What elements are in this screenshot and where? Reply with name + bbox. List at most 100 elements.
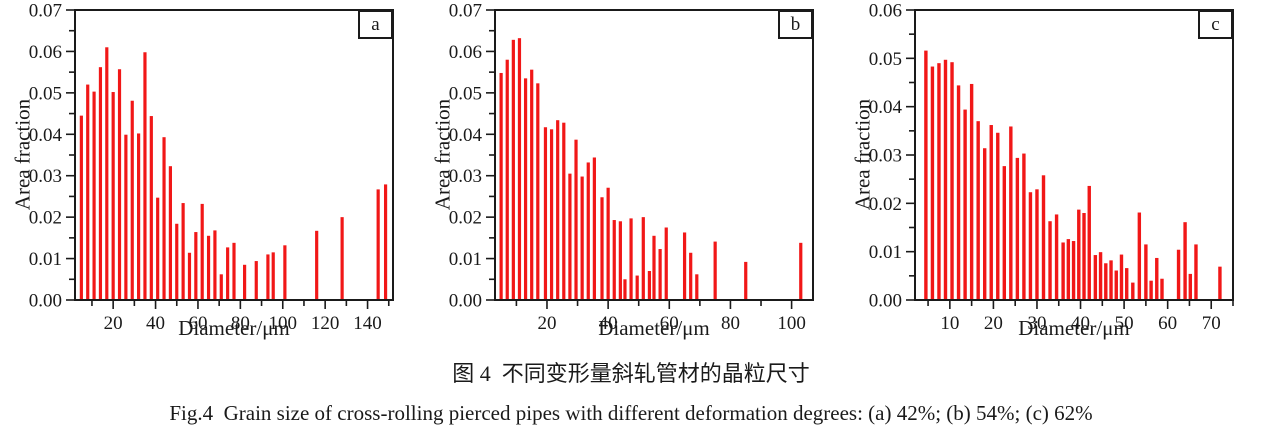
bar xyxy=(549,129,554,300)
bar xyxy=(629,218,633,300)
svg-text:0.07: 0.07 xyxy=(449,1,482,22)
bar xyxy=(1087,185,1091,300)
bar-chart-b: 0.00 0.01 0.02 0.03 0.04 0.05 0.06 0.07 20 40 60 80… xyxy=(449,1,814,334)
chart-panel-c: 0.00 0.01 0.02 0.03 0.04 0.05 0.06 10 20 30 40 50 60… xyxy=(840,0,1262,348)
bar xyxy=(1009,126,1013,300)
bar xyxy=(1104,263,1108,300)
bar xyxy=(969,83,974,300)
bar xyxy=(1048,221,1052,300)
bar xyxy=(689,252,693,300)
bar xyxy=(1218,266,1222,300)
bar xyxy=(105,47,109,300)
plot-border xyxy=(494,9,814,301)
bar xyxy=(1022,153,1026,300)
bar xyxy=(181,203,185,300)
bar xyxy=(86,84,90,300)
bar xyxy=(111,92,115,300)
svg-text:140: 140 xyxy=(353,313,382,334)
svg-text:50: 50 xyxy=(1115,313,1134,334)
bar xyxy=(647,271,652,300)
svg-text:0.00: 0.00 xyxy=(449,291,482,312)
bar xyxy=(930,66,935,300)
svg-text:0.04: 0.04 xyxy=(869,97,903,118)
bar xyxy=(956,85,961,301)
bar xyxy=(1114,270,1118,300)
bar xyxy=(1188,273,1193,300)
bar xyxy=(130,100,134,300)
svg-text:20: 20 xyxy=(104,313,123,334)
bar xyxy=(635,275,639,300)
bar xyxy=(586,162,590,300)
bar xyxy=(1041,175,1046,300)
svg-text:100: 100 xyxy=(269,313,298,334)
bar xyxy=(1054,214,1059,300)
svg-text:0.06: 0.06 xyxy=(449,42,482,63)
bar xyxy=(943,59,948,300)
svg-text:0.02: 0.02 xyxy=(449,208,482,229)
chart-panel-a: 0.00 0.01 0.02 0.03 0.04 0.05 0.06 0.07 20 40 60 80… xyxy=(0,0,420,348)
bar xyxy=(1160,278,1164,300)
y-axis-label: Area fraction xyxy=(10,98,35,211)
bar xyxy=(543,127,548,301)
bar xyxy=(799,242,803,300)
bar xyxy=(695,274,699,300)
bar xyxy=(937,63,941,300)
bar xyxy=(658,249,662,300)
bar xyxy=(1109,260,1113,300)
svg-text:20: 20 xyxy=(984,313,1003,334)
svg-text:0.05: 0.05 xyxy=(869,49,902,70)
bar xyxy=(641,217,645,300)
bar xyxy=(266,254,270,300)
bar xyxy=(592,157,596,300)
bar xyxy=(530,69,534,300)
svg-text:80: 80 xyxy=(721,313,740,334)
bar xyxy=(149,116,153,300)
svg-text:0.04: 0.04 xyxy=(449,125,483,146)
bar xyxy=(124,134,128,300)
bar xyxy=(1119,254,1124,300)
bar xyxy=(187,252,192,300)
bar xyxy=(271,252,275,300)
svg-text:30: 30 xyxy=(1027,313,1046,334)
tick-labels: 0.00 0.01 0.02 0.03 0.04 0.05 0.06 0.07 20 40 60 80… xyxy=(29,1,382,335)
svg-text:0.02: 0.02 xyxy=(29,208,62,229)
bar xyxy=(618,221,622,300)
bar xyxy=(1125,268,1129,300)
bar xyxy=(976,121,980,300)
bar xyxy=(511,39,515,300)
y-axis-label: Area fraction xyxy=(430,98,455,211)
tick-marks xyxy=(66,9,390,309)
bar xyxy=(989,125,993,300)
x-axis-label: Diameter/μm xyxy=(1018,316,1130,340)
svg-text:0.03: 0.03 xyxy=(29,166,62,187)
bar xyxy=(682,232,687,300)
svg-text:100: 100 xyxy=(777,313,806,334)
tick-marks xyxy=(486,9,793,309)
svg-text:0.07: 0.07 xyxy=(29,1,62,22)
bar xyxy=(623,279,627,300)
bar xyxy=(568,173,572,300)
caption-english: Fig.4 Grain size of cross-rolling pierce… xyxy=(169,401,1093,425)
bar xyxy=(376,189,380,300)
bar xyxy=(1093,255,1098,300)
bar xyxy=(143,52,147,301)
bar xyxy=(162,137,166,300)
bar xyxy=(1149,280,1153,300)
bar xyxy=(1015,157,1020,300)
svg-text:0.00: 0.00 xyxy=(29,291,62,312)
bar xyxy=(254,261,258,300)
bar xyxy=(963,109,967,300)
bar xyxy=(664,227,668,300)
x-axis-label: Diameter/μm xyxy=(598,316,710,340)
bar xyxy=(580,176,584,300)
bar xyxy=(315,230,319,300)
bar-chart-c: 0.00 0.01 0.02 0.03 0.04 0.05 0.06 10 20 30 40 50 60… xyxy=(869,1,1234,334)
bar xyxy=(744,261,748,300)
svg-text:0.04: 0.04 xyxy=(29,125,63,146)
bars-group xyxy=(924,50,1222,301)
svg-text:0.02: 0.02 xyxy=(869,194,902,215)
bar xyxy=(1131,282,1135,300)
svg-text:0.01: 0.01 xyxy=(869,242,902,263)
bar xyxy=(556,120,560,300)
